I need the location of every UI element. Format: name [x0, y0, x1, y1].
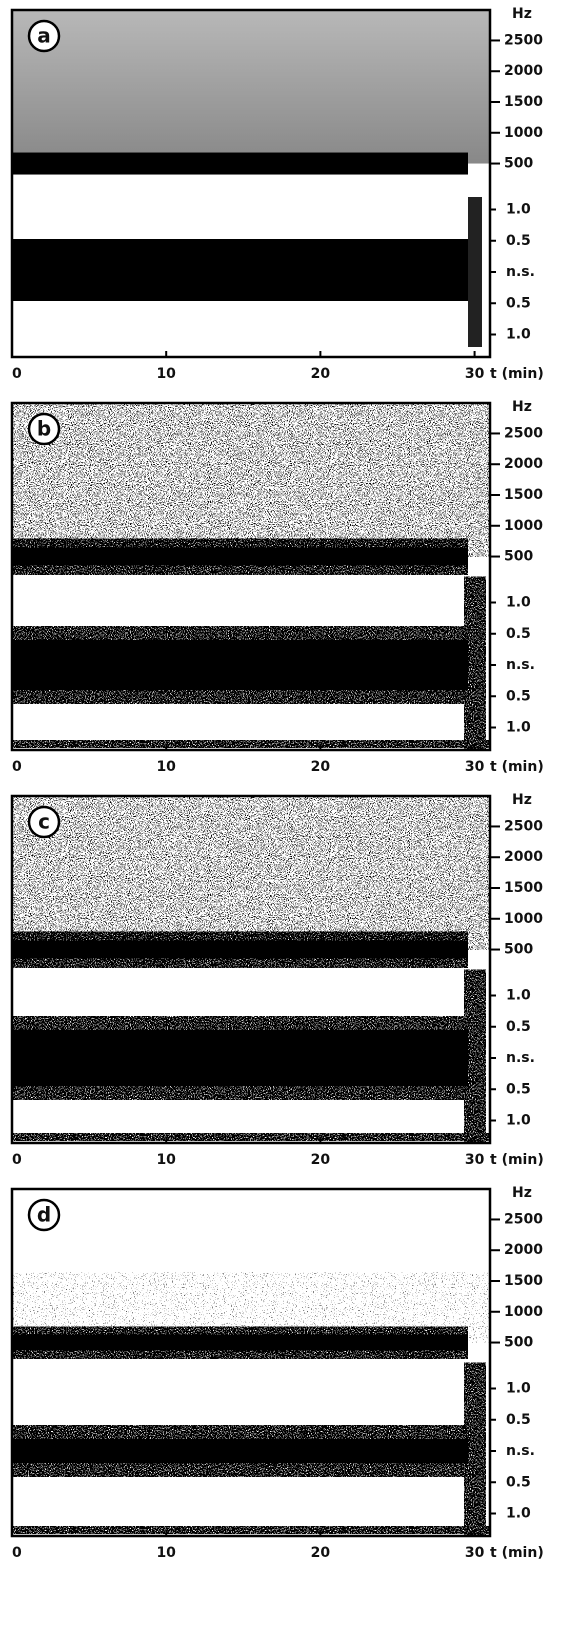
y2-tick-label: n.s. — [506, 1443, 535, 1459]
frequency-band — [12, 1334, 468, 1351]
y-tick-label: 1000 — [504, 125, 543, 141]
y2-tick-label: n.s. — [506, 1050, 535, 1066]
x-tick-label: 20 — [311, 1152, 331, 1168]
bottom-strip — [12, 1526, 490, 1534]
y2-tick-label: 0.5 — [506, 233, 531, 249]
y-tick-label: 1500 — [504, 880, 543, 896]
y2-tick-label: 1.0 — [506, 1381, 531, 1397]
x-tick-label: 10 — [156, 1545, 176, 1561]
y2-tick-label: 0.5 — [506, 1019, 531, 1035]
y-tick-label: 2500 — [504, 32, 543, 48]
x-tick-label: 20 — [311, 366, 331, 382]
plot-frame — [10, 8, 492, 359]
correlation-band — [12, 1030, 468, 1086]
x-axis-label: t (min) — [490, 1152, 544, 1168]
panel-label: b — [37, 417, 51, 441]
y-tick-label: 2000 — [504, 849, 543, 865]
y-tick-label: 1500 — [504, 487, 543, 503]
y-tick-label: 2500 — [504, 1211, 543, 1227]
y-tick-label: 500 — [504, 942, 533, 958]
edge-strip — [468, 197, 482, 347]
bottom-strip — [12, 1133, 490, 1141]
frequency-band — [12, 547, 468, 566]
x-tick-label: 0 — [12, 1152, 22, 1168]
y-tick-label: 500 — [504, 1335, 533, 1351]
panel-label: d — [37, 1203, 51, 1227]
frequency-band — [12, 152, 468, 175]
panel: c Hz 500 1000 1500 2000 2500 1.0 0.5 n.s. 0.5 1.0 0 1… — [10, 792, 544, 1168]
x-tick-label: 20 — [311, 1545, 331, 1561]
y-tick-label: 2000 — [504, 63, 543, 79]
plot-frame — [10, 401, 492, 752]
y-tick-label: 2000 — [504, 456, 543, 472]
y-axis-unit: Hz — [512, 399, 532, 415]
y-tick-label: 2000 — [504, 1242, 543, 1258]
correlation-band — [12, 1439, 468, 1463]
y2-tick-label: 0.5 — [506, 688, 531, 704]
plot-frame — [10, 794, 492, 1145]
bottom-strip — [12, 740, 490, 748]
y2-tick-label: 1.0 — [506, 202, 531, 218]
y-axis-unit: Hz — [512, 1185, 532, 1201]
y2-tick-label: 1.0 — [506, 1113, 531, 1129]
panel-badge — [27, 19, 61, 53]
x-tick-label: 0 — [12, 759, 22, 775]
y-axis-unit: Hz — [512, 6, 532, 22]
x-tick-label: 30 — [465, 1545, 485, 1561]
y-axis-unit: Hz — [512, 792, 532, 808]
y-tick-label: 2500 — [504, 818, 543, 834]
x-tick-label: 0 — [12, 366, 22, 382]
x-tick-label: 10 — [156, 1152, 176, 1168]
spectrum-speckle — [12, 403, 490, 557]
y-tick-label: 1500 — [504, 1273, 543, 1289]
y2-tick-label: n.s. — [506, 657, 535, 673]
y2-tick-label: 1.0 — [506, 595, 531, 611]
x-tick-label: 10 — [156, 759, 176, 775]
correlation-band — [12, 239, 468, 301]
y2-tick-label: 1.0 — [506, 988, 531, 1004]
panel-label: c — [38, 810, 50, 834]
y2-tick-label: 0.5 — [506, 1474, 531, 1490]
y2-tick-label: 0.5 — [506, 1081, 531, 1097]
y2-tick-label: 0.5 — [506, 626, 531, 642]
edge-strip — [464, 576, 486, 750]
y-tick-label: 500 — [504, 549, 533, 565]
x-tick-label: 0 — [12, 1545, 22, 1561]
y-tick-label: 500 — [504, 156, 533, 172]
x-axis-label: t (min) — [490, 366, 544, 382]
correlation-band — [12, 640, 468, 690]
y-tick-label: 1000 — [504, 911, 543, 927]
panel-badge — [27, 805, 61, 839]
x-axis-label: t (min) — [490, 759, 544, 775]
plot-frame — [10, 1187, 492, 1538]
y2-tick-label: 1.0 — [506, 1506, 531, 1522]
x-tick-label: 30 — [465, 759, 485, 775]
panel-label: a — [37, 24, 51, 48]
panel-badge — [27, 1198, 61, 1232]
panel: a Hz 500 1000 1500 2000 2500 1.0 0.5 n.s. 0.5 1.0 0 1… — [10, 6, 544, 382]
x-axis-label: t (min) — [490, 1545, 544, 1561]
edge-strip — [464, 1362, 486, 1536]
spectrum-background — [12, 10, 490, 164]
y2-tick-label: n.s. — [506, 264, 535, 280]
x-tick-label: 30 — [465, 1152, 485, 1168]
x-tick-label: 20 — [311, 759, 331, 775]
y-tick-label: 1500 — [504, 94, 543, 110]
frequency-band — [12, 940, 468, 959]
y-tick-label: 1000 — [504, 518, 543, 534]
spectrum-speckle — [12, 796, 490, 950]
y2-tick-label: 1.0 — [506, 720, 531, 736]
y-tick-label: 2500 — [504, 425, 543, 441]
y-tick-label: 1000 — [504, 1304, 543, 1320]
edge-strip — [464, 969, 486, 1143]
y2-tick-label: 0.5 — [506, 1412, 531, 1428]
panel: b Hz 500 1000 1500 2000 2500 1.0 0.5 n.s. 0.5 1.0 0 1… — [10, 399, 544, 775]
panel: d Hz 500 1000 1500 2000 2500 1.0 0.5 n.s. 0.5 1.0 0 1… — [10, 1185, 544, 1561]
x-tick-label: 30 — [465, 366, 485, 382]
y2-tick-label: 1.0 — [506, 327, 531, 343]
y2-tick-label: 0.5 — [506, 295, 531, 311]
panel-badge — [27, 412, 61, 446]
x-tick-label: 10 — [156, 366, 176, 382]
